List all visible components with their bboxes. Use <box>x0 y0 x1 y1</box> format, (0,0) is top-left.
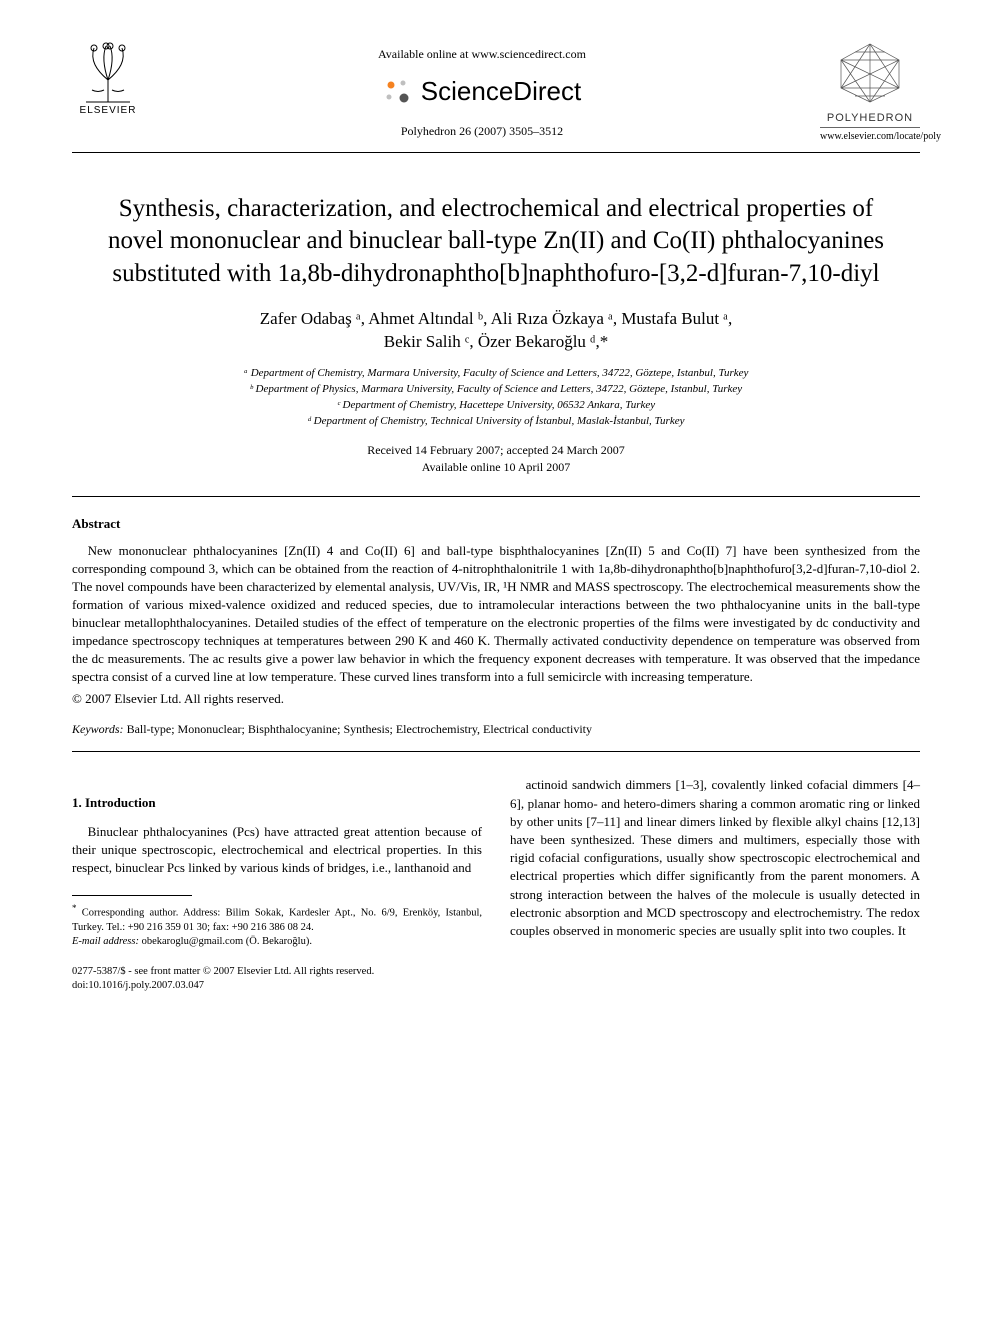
dates-block: Received 14 February 2007; accepted 24 M… <box>72 442 920 476</box>
affiliations: ᵃ Department of Chemistry, Marmara Unive… <box>72 366 920 430</box>
page-footer: 0277-5387/$ - see front matter © 2007 El… <box>72 965 920 993</box>
available-online-text: Available online at www.sciencedirect.co… <box>144 46 820 62</box>
header-center: Available online at www.sciencedirect.co… <box>144 40 820 139</box>
journal-name: POLYHEDRON <box>820 111 920 126</box>
intro-heading: 1. Introduction <box>72 794 482 812</box>
keywords-text: Ball-type; Mononuclear; Bisphthalocyanin… <box>124 722 592 736</box>
authors-line-2: Bekir Salih ᶜ, Özer Bekaroğlu ᵈ,* <box>384 332 608 351</box>
corresponding-footnote: * Corresponding author. Address: Bilim S… <box>72 902 482 935</box>
affil-b: ᵇ Department of Physics, Marmara Univers… <box>72 382 920 398</box>
corresponding-text: Corresponding author. Address: Bilim Sok… <box>72 908 482 933</box>
keywords-line: Keywords: Ball-type; Mononuclear; Bispht… <box>72 721 920 737</box>
journal-logo: POLYHEDRON www.elsevier.com/locate/poly <box>820 40 920 144</box>
sciencedirect-label: ScienceDirect <box>421 74 581 109</box>
r-seg2: , covalently linked cofacial dimmers <box>704 777 903 792</box>
elsevier-label: ELSEVIER <box>80 104 137 118</box>
authors-line-1: Zafer Odabaş ᵃ, Ahmet Altındal ᵇ, Ali Rı… <box>260 309 732 328</box>
body-columns: 1. Introduction Binuclear phthalocyanine… <box>72 776 920 949</box>
citation-line: Polyhedron 26 (2007) 3505–3512 <box>144 123 820 139</box>
ref-12-13[interactable]: [12,13] <box>882 814 920 829</box>
email-label: E-mail address: <box>72 936 139 947</box>
article-title: Synthesis, characterization, and electro… <box>100 193 892 291</box>
elsevier-tree-icon <box>76 40 140 104</box>
title-block: Synthesis, characterization, and electro… <box>100 193 892 291</box>
affil-a: ᵃ Department of Chemistry, Marmara Unive… <box>72 366 920 382</box>
elsevier-logo: ELSEVIER <box>72 40 144 118</box>
affil-c: ᶜ Department of Chemistry, Hacettepe Uni… <box>72 398 920 414</box>
page-header: ELSEVIER Available online at www.science… <box>72 40 920 144</box>
available-online: Available online 10 April 2007 <box>72 459 920 476</box>
intro-right-para: actinoid sandwich dimmers [1–3], covalen… <box>510 776 920 940</box>
email-footnote: E-mail address: obekaroglu@gmail.com (Ö.… <box>72 935 482 949</box>
front-matter-line: 0277-5387/$ - see front matter © 2007 El… <box>72 965 920 979</box>
sciencedirect-icon <box>383 77 413 107</box>
abstract-copyright: © 2007 Elsevier Ltd. All rights reserved… <box>72 690 920 708</box>
polyhedron-icon <box>833 40 907 104</box>
r-seg4: and linear dimers linked by flexible alk… <box>620 814 882 829</box>
right-column: actinoid sandwich dimmers [1–3], covalen… <box>510 776 920 949</box>
ref-1-3[interactable]: [1–3] <box>676 777 704 792</box>
abstract-top-rule <box>72 496 920 497</box>
r-seg1: actinoid sandwich dimmers <box>526 777 676 792</box>
journal-rule <box>820 127 920 128</box>
received-accepted: Received 14 February 2007; accepted 24 M… <box>72 442 920 459</box>
journal-url: www.elsevier.com/locate/poly <box>820 130 920 144</box>
doi-line: doi:10.1016/j.poly.2007.03.047 <box>72 979 920 993</box>
abstract-bottom-rule <box>72 751 920 752</box>
ref-7-11[interactable]: [7–11] <box>586 814 620 829</box>
abstract-heading: Abstract <box>72 515 920 533</box>
affil-d: ᵈ Department of Chemistry, Technical Uni… <box>72 414 920 430</box>
header-rule <box>72 152 920 153</box>
r-seg5: have been synthesized. These dimers and … <box>510 832 920 938</box>
abstract-body: New mononuclear phthalocyanines [Zn(II) … <box>72 542 920 686</box>
star-icon: * <box>72 903 77 913</box>
email-link[interactable]: obekaroglu@gmail.com <box>142 936 244 947</box>
email-paren: (Ö. Bekaroğlu). <box>243 936 312 947</box>
left-column: 1. Introduction Binuclear phthalocyanine… <box>72 776 482 949</box>
abstract-text: New mononuclear phthalocyanines [Zn(II) … <box>72 542 920 686</box>
keywords-label: Keywords: <box>72 722 124 736</box>
footnote-rule <box>72 895 192 896</box>
authors: Zafer Odabaş ᵃ, Ahmet Altındal ᵇ, Ali Rı… <box>72 308 920 354</box>
intro-left-para: Binuclear phthalocyanines (Pcs) have att… <box>72 823 482 878</box>
sciencedirect-lockup: ScienceDirect <box>383 74 581 109</box>
